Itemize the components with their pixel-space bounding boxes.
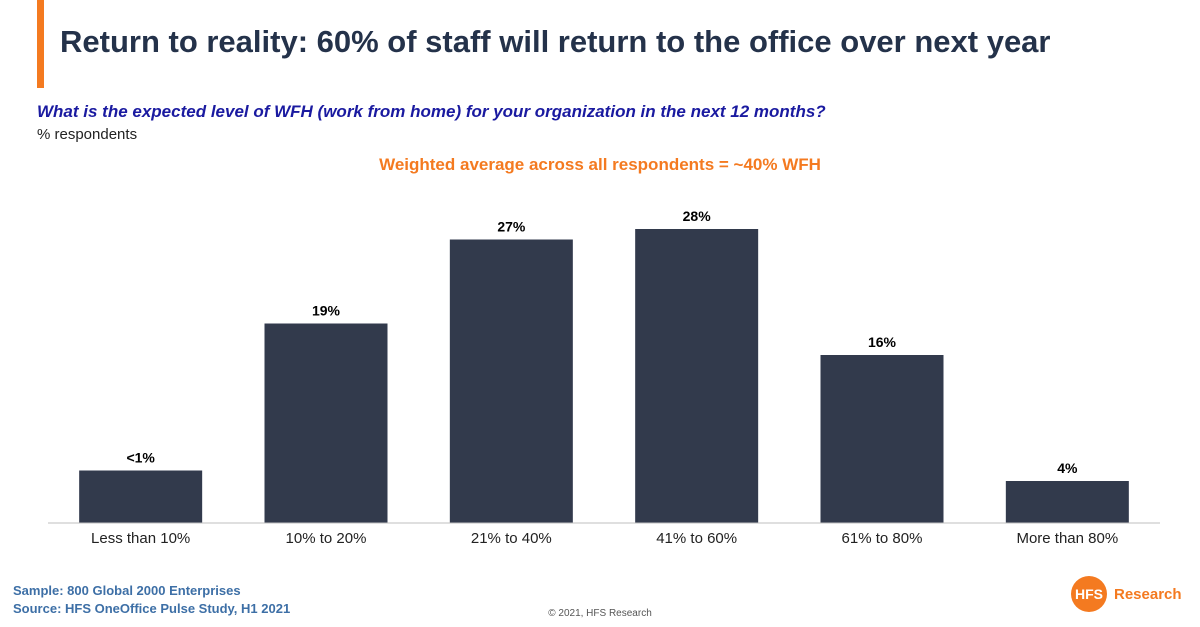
weighted-average-note: Weighted average across all respondents …: [379, 155, 821, 174]
data-label-1: 19%: [312, 303, 341, 319]
bar-5: [1005, 481, 1129, 523]
bar-4: [820, 355, 944, 523]
category-label-3: 41% to 60%: [656, 530, 737, 547]
accent-bar: [37, 0, 44, 88]
page-title: Return to reality: 60% of staff will ret…: [60, 24, 1051, 59]
data-label-3: 28%: [683, 208, 712, 224]
copyright-text: © 2021, HFS Research: [548, 608, 652, 619]
category-label-2: 21% to 40%: [471, 530, 552, 547]
hfs-logo[interactable]: HFS Research: [1071, 576, 1182, 612]
source-note: Source: HFS OneOffice Pulse Study, H1 20…: [13, 601, 291, 616]
logo-text: Research: [1114, 585, 1182, 603]
bar-1: [264, 323, 388, 523]
chart-subtitle: % respondents: [37, 126, 138, 143]
category-label-5: More than 80%: [1016, 530, 1118, 547]
logo-mark: HFS: [1071, 576, 1107, 612]
category-label-1: 10% to 20%: [286, 530, 367, 547]
bar-3: [635, 229, 759, 523]
bar-2: [449, 239, 573, 523]
bar-0: [79, 470, 203, 523]
data-label-4: 16%: [868, 334, 897, 350]
category-label-0: Less than 10%: [91, 530, 190, 547]
data-label-2: 27%: [497, 219, 526, 235]
sample-note: Sample: 800 Global 2000 Enterprises: [13, 583, 241, 598]
category-label-4: 61% to 80%: [842, 530, 923, 547]
data-label-5: 4%: [1057, 460, 1078, 476]
survey-question: What is the expected level of WFH (work …: [37, 102, 826, 121]
data-label-0: <1%: [126, 450, 155, 466]
